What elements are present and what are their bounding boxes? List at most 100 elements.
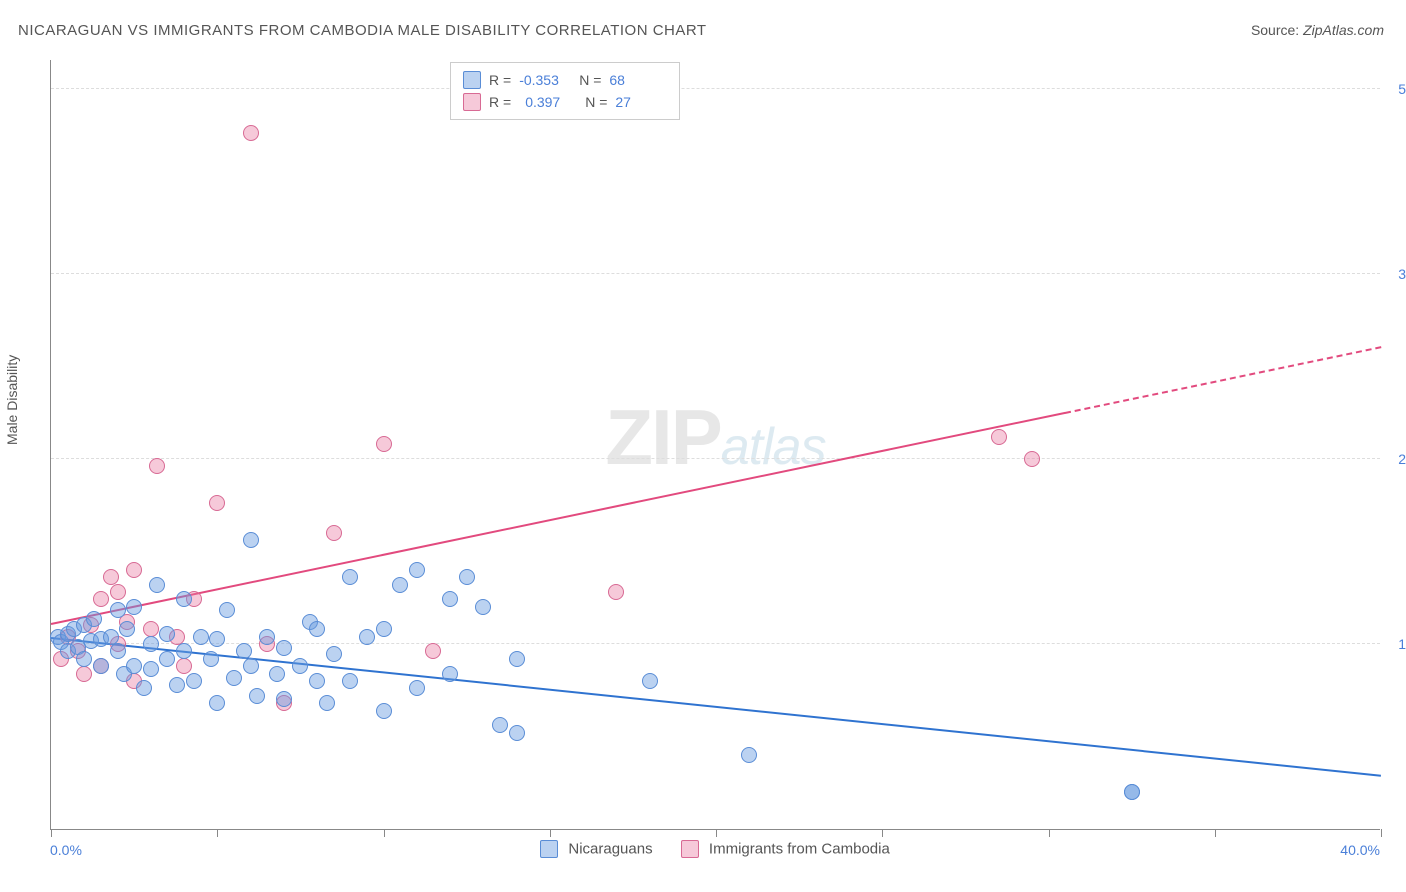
data-point-nicaraguans [642, 673, 658, 689]
data-point-cambodia [149, 458, 165, 474]
data-point-nicaraguans [110, 602, 126, 618]
y-tick-label: 50.0% [1388, 81, 1406, 97]
data-point-cambodia [209, 495, 225, 511]
legend-row-series-2: R = 0.397 N = 27 [463, 91, 667, 113]
correlation-legend: R = -0.353 N = 68 R = 0.397 N = 27 [450, 62, 680, 120]
data-point-nicaraguans [492, 717, 508, 733]
data-point-nicaraguans [159, 626, 175, 642]
data-point-nicaraguans [342, 673, 358, 689]
data-point-nicaraguans [409, 680, 425, 696]
y-tick-label: 25.0% [1388, 451, 1406, 467]
data-point-nicaraguans [509, 725, 525, 741]
data-point-nicaraguans [203, 651, 219, 667]
x-tick [550, 829, 551, 837]
data-point-nicaraguans [119, 621, 135, 637]
data-point-nicaraguans [319, 695, 335, 711]
data-point-nicaraguans [93, 658, 109, 674]
y-tick-label: 12.5% [1388, 636, 1406, 652]
trendline-dashed [1065, 346, 1381, 414]
data-point-cambodia [243, 125, 259, 141]
data-point-nicaraguans [193, 629, 209, 645]
data-point-cambodia [76, 666, 92, 682]
data-point-cambodia [126, 562, 142, 578]
source-label: Source: [1251, 22, 1299, 38]
n-value-series-1: 68 [609, 72, 661, 88]
data-point-cambodia [376, 436, 392, 452]
x-tick [716, 829, 717, 837]
data-point-cambodia [425, 643, 441, 659]
data-point-nicaraguans [219, 602, 235, 618]
source-attribution: Source: ZipAtlas.com [1251, 22, 1384, 38]
data-point-nicaraguans [143, 661, 159, 677]
r-label: R = [489, 94, 511, 110]
x-tick [51, 829, 52, 837]
data-point-nicaraguans [459, 569, 475, 585]
n-label: N = [585, 94, 607, 110]
data-point-nicaraguans [259, 629, 275, 645]
y-tick-label: 37.5% [1388, 266, 1406, 282]
data-point-nicaraguans [76, 651, 92, 667]
data-point-cambodia [143, 621, 159, 637]
gridline-h [51, 273, 1380, 274]
data-point-nicaraguans [176, 591, 192, 607]
x-tick [1215, 829, 1216, 837]
data-point-nicaraguans [236, 643, 252, 659]
scatter-plot-area: ZIPatlas 12.5%25.0%37.5%50.0% [50, 60, 1380, 830]
data-point-nicaraguans [226, 670, 242, 686]
data-point-nicaraguans [509, 651, 525, 667]
r-value-series-1: -0.353 [519, 72, 571, 88]
trendline [51, 412, 1066, 625]
legend-label-series-2: Immigrants from Cambodia [709, 841, 890, 858]
legend-row-series-1: R = -0.353 N = 68 [463, 69, 667, 91]
r-value-series-2: 0.397 [519, 94, 577, 110]
chart-title: NICARAGUAN VS IMMIGRANTS FROM CAMBODIA M… [18, 22, 707, 39]
swatch-series-2 [463, 93, 481, 111]
x-tick [217, 829, 218, 837]
data-point-nicaraguans [269, 666, 285, 682]
data-point-nicaraguans [376, 703, 392, 719]
n-value-series-2: 27 [615, 94, 667, 110]
data-point-cambodia [103, 569, 119, 585]
data-point-nicaraguans [741, 747, 757, 763]
data-point-nicaraguans [359, 629, 375, 645]
data-point-nicaraguans [86, 611, 102, 627]
data-point-cambodia [110, 584, 126, 600]
data-point-nicaraguans [409, 562, 425, 578]
data-point-nicaraguans [103, 629, 119, 645]
data-point-nicaraguans [209, 631, 225, 647]
data-point-nicaraguans [209, 695, 225, 711]
data-point-nicaraguans [475, 599, 491, 615]
x-tick [384, 829, 385, 837]
series-legend: Nicaraguans Immigrants from Cambodia [0, 840, 1406, 858]
x-tick [1381, 829, 1382, 837]
data-point-nicaraguans [169, 677, 185, 693]
data-point-nicaraguans [326, 646, 342, 662]
data-point-nicaraguans [309, 673, 325, 689]
n-label: N = [579, 72, 601, 88]
r-label: R = [489, 72, 511, 88]
data-point-nicaraguans [249, 688, 265, 704]
data-point-nicaraguans [243, 532, 259, 548]
data-point-nicaraguans [149, 577, 165, 593]
data-point-nicaraguans [136, 680, 152, 696]
swatch-bottom-series-2 [681, 840, 699, 858]
data-point-nicaraguans [110, 643, 126, 659]
x-tick [882, 829, 883, 837]
data-point-nicaraguans [176, 643, 192, 659]
data-point-nicaraguans [243, 658, 259, 674]
swatch-bottom-series-1 [540, 840, 558, 858]
gridline-h [51, 88, 1380, 89]
watermark-zip: ZIP [605, 393, 720, 481]
data-point-nicaraguans [292, 658, 308, 674]
data-point-cambodia [326, 525, 342, 541]
data-point-nicaraguans [143, 636, 159, 652]
swatch-series-1 [463, 71, 481, 89]
x-tick [1049, 829, 1050, 837]
source-link[interactable]: ZipAtlas.com [1303, 22, 1384, 38]
legend-label-series-1: Nicaraguans [568, 841, 652, 858]
data-point-cambodia [991, 429, 1007, 445]
data-point-nicaraguans [159, 651, 175, 667]
data-point-nicaraguans [186, 673, 202, 689]
data-point-nicaraguans [126, 658, 142, 674]
data-point-nicaraguans [342, 569, 358, 585]
